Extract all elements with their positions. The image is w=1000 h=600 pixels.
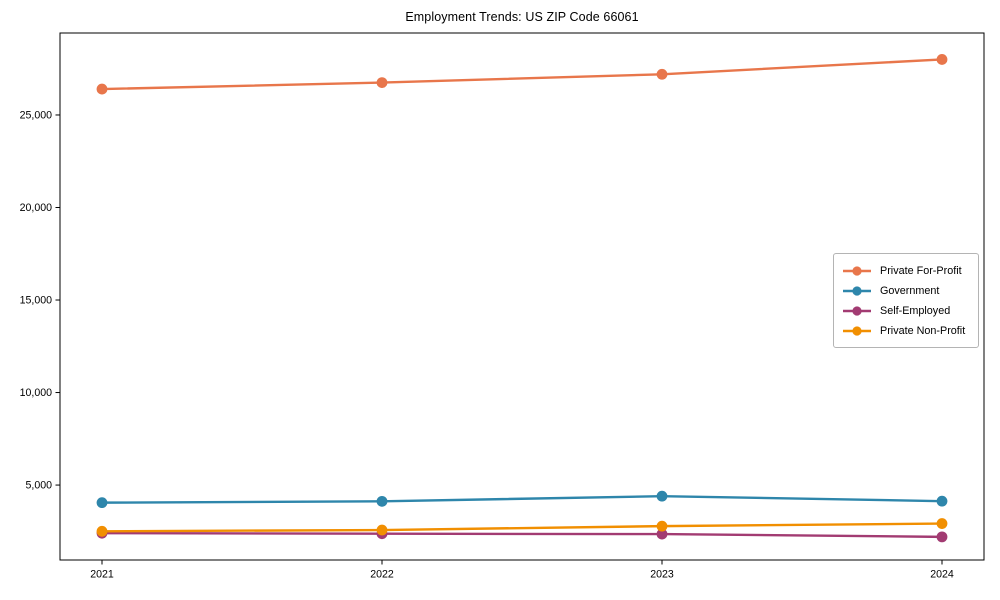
y-tick-label: 10,000 <box>20 387 53 399</box>
series-line-self-employed <box>101 531 943 539</box>
legend-marker-icon <box>843 266 871 276</box>
data-point-private-for-profit-2021 <box>96 83 108 95</box>
data-point-private-for-profit-2023 <box>656 68 668 80</box>
legend-item-private-non-profit: Private Non-Profit <box>842 321 970 341</box>
data-point-government-2021 <box>96 497 108 509</box>
y-tick-label: 20,000 <box>20 202 53 214</box>
data-point-government-2022 <box>376 495 388 507</box>
data-point-private-non-profit-2022 <box>376 524 388 536</box>
legend-item-government: Government <box>842 281 970 301</box>
axes-frame <box>59 32 985 561</box>
legend-marker-icon <box>843 326 871 336</box>
data-point-government-2024 <box>936 495 948 507</box>
y-tick-label: 5,000 <box>25 480 52 492</box>
y-tick-label: 15,000 <box>20 295 53 307</box>
legend-marker-icon <box>843 306 871 316</box>
series-line-private-non-profit <box>101 522 943 533</box>
legend-marker-icon <box>843 286 871 296</box>
y-tick-label: 25,000 <box>20 110 53 122</box>
legend-label: Private For-Profit <box>880 265 962 277</box>
x-tick-label: 2023 <box>650 569 674 581</box>
x-tick-label: 2022 <box>370 569 394 581</box>
data-point-self-employed-2023 <box>656 528 668 540</box>
x-tick-label: 2024 <box>930 569 954 581</box>
legend-label: Self-Employed <box>880 305 951 317</box>
series-line-government <box>101 494 943 504</box>
data-point-private-non-profit-2021 <box>96 525 108 537</box>
data-point-government-2023 <box>656 490 668 502</box>
series-line-private-for-profit <box>101 58 943 91</box>
legend-item-self-employed: Self-Employed <box>842 301 970 321</box>
legend-item-private-for-profit: Private For-Profit <box>842 261 970 281</box>
data-point-private-non-profit-2023 <box>656 520 668 532</box>
legend-label: Private Non-Profit <box>880 325 966 337</box>
data-point-private-for-profit-2022 <box>376 77 388 88</box>
chart-title: Employment Trends: US ZIP Code 66061 <box>405 10 639 24</box>
data-point-private-for-profit-2024 <box>936 54 948 65</box>
x-tick-label: 2021 <box>90 569 114 581</box>
data-point-private-non-profit-2024 <box>936 518 948 529</box>
legend-label: Government <box>880 285 940 297</box>
data-point-self-employed-2024 <box>936 531 948 543</box>
legend: Private For-Profit Government Self-Employe… <box>833 253 979 348</box>
